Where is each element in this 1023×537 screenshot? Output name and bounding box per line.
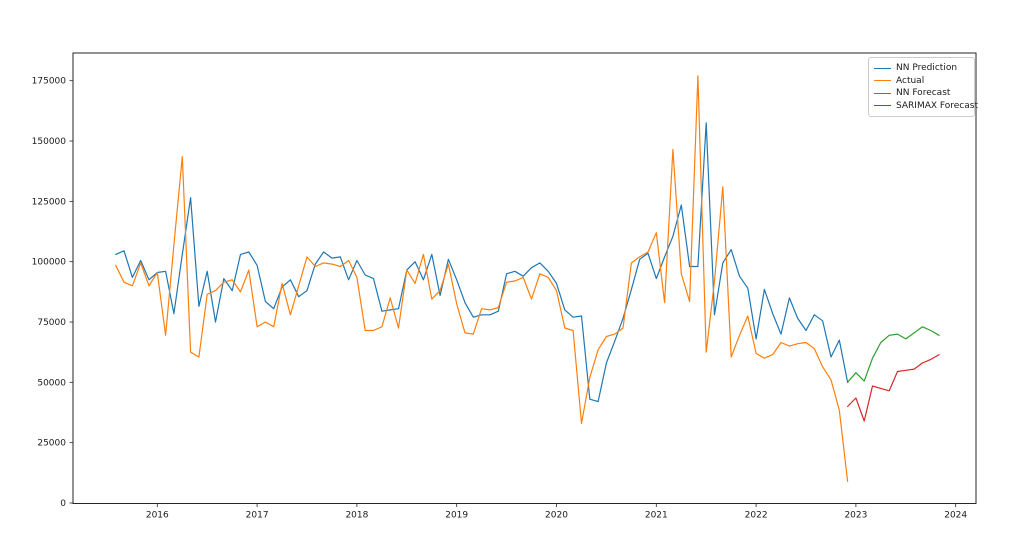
legend-line-swatch [874,105,891,107]
legend-item-actual: Actual [874,75,968,88]
y-tick-label: 175000 [32,77,67,87]
legend-label: Actual [896,75,925,86]
legend-item-nn-prediction: NN Prediction [874,62,968,75]
y-tick-label: 125000 [32,197,67,207]
series-line-nn-forecast [846,326,940,383]
legend-label: NN Forecast [896,88,951,99]
x-tick-label: 2020 [545,511,568,521]
x-tick-label: 2019 [445,511,468,521]
y-tick-label: 75000 [37,318,66,328]
series-line-actual [115,75,849,482]
y-tick-label: 100000 [32,258,67,268]
series-line-nn-prediction [115,122,849,403]
y-tick-label: 0 [60,499,66,509]
y-tick-label: 25000 [37,439,66,449]
legend-line-swatch [874,80,891,82]
legend-label: NN Prediction [896,63,958,74]
y-tick-label: 50000 [37,378,66,388]
x-tick-label: 2023 [844,511,867,521]
x-tick-label: 2024 [944,511,967,521]
legend-item-sarimax-forecast: SARIMAX Forecast [874,100,978,113]
x-tick-label: 2016 [146,511,169,521]
x-tick-label: 2017 [246,511,269,521]
legend-label: SARIMAX Forecast [896,100,978,111]
x-tick-label: 2022 [745,511,768,521]
y-tick-label: 150000 [32,137,67,147]
chart-legend: NN Prediction Actual NN Forecast SARIMAX Fo… [868,57,978,117]
x-tick-label: 2021 [645,511,668,521]
legend-item-nn-forecast: NN Forecast [874,87,968,100]
legend-line-swatch [874,92,891,94]
plot-border [72,52,977,504]
series-line-sarimax-forecast [846,354,940,422]
x-tick-label: 2018 [345,511,368,521]
legend-line-swatch [874,67,891,69]
